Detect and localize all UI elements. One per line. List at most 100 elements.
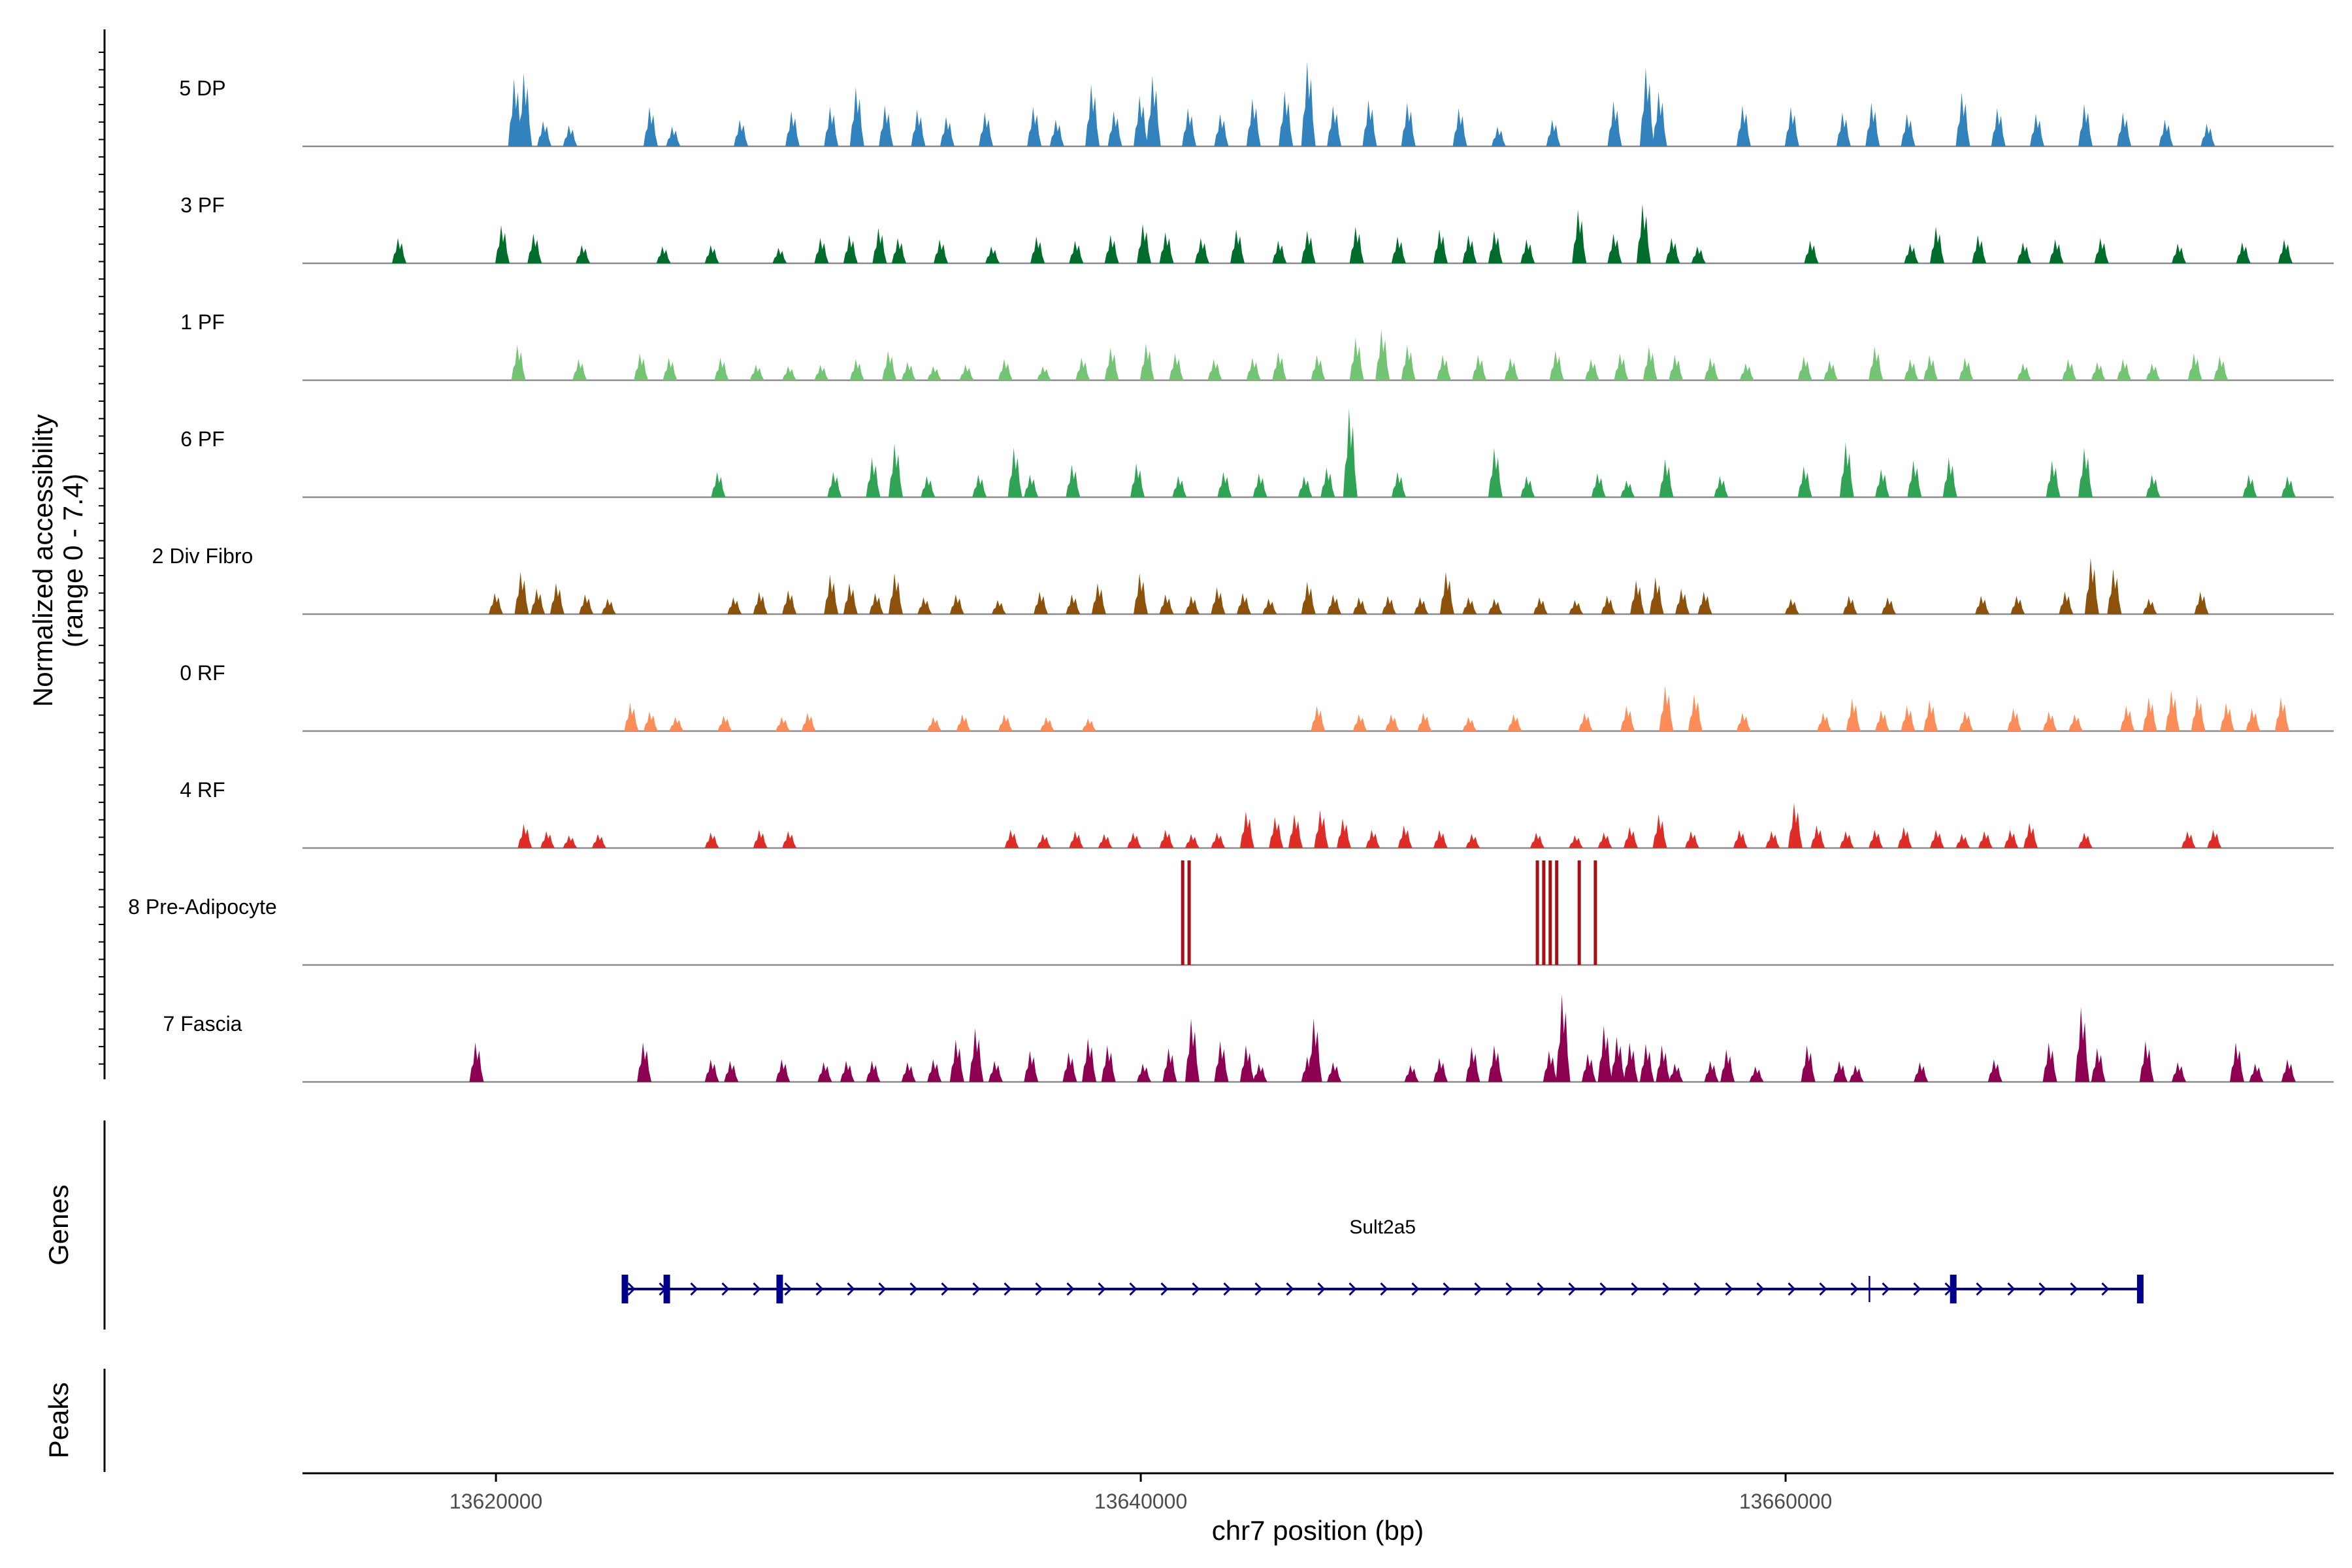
coverage-peak — [2084, 557, 2099, 614]
coverage-peak — [1897, 826, 1912, 848]
coverage-peak — [1030, 236, 1045, 263]
coverage-peak — [489, 593, 504, 614]
coverage-peak — [1804, 240, 1819, 263]
coverage-peak — [1401, 344, 1416, 380]
coverage-peak — [1024, 1051, 1039, 1082]
coverage-peak — [508, 78, 523, 146]
coverage-peak — [1904, 359, 1919, 380]
strand-arrow — [690, 1282, 698, 1296]
coverage-peak — [2078, 448, 2093, 497]
coverage-peak — [2139, 1041, 2154, 1082]
coverage-peak — [1252, 1063, 1267, 1082]
exon — [2136, 1275, 2144, 1303]
coverage-peak — [537, 121, 552, 146]
coverage-peak — [1352, 714, 1367, 731]
coverage-peak — [1214, 114, 1229, 146]
coverage-peak — [624, 702, 639, 731]
coverage-peak — [1414, 597, 1429, 614]
coverage-peak — [840, 1060, 855, 1082]
coverage-peak — [824, 574, 839, 614]
coverage-peak — [949, 594, 964, 614]
coverage-peak — [1004, 829, 1019, 848]
coverage-peak — [2107, 568, 2122, 614]
track-8-pre-adipocyte: 8 Pre-Adipocyte — [128, 860, 2334, 966]
coverage-peak — [1846, 698, 1861, 731]
coverage-peak — [1656, 1045, 1671, 1082]
x-tick-label: 13660000 — [1739, 1490, 1832, 1513]
coverage-peak — [1104, 235, 1119, 263]
coverage-peak — [892, 238, 906, 263]
coverage-peak — [849, 359, 864, 380]
coverage-peak — [1610, 1036, 1625, 1082]
coverage-peak — [1488, 598, 1503, 614]
coverage-peak — [469, 1042, 484, 1082]
coverage-peak — [1624, 826, 1639, 848]
coverage-peak — [1311, 355, 1326, 380]
coverage-peak — [1801, 1045, 1816, 1082]
coverage-peak — [1211, 832, 1226, 848]
exon — [621, 1275, 629, 1303]
strand-arrow — [2070, 1282, 2078, 1296]
coverage-peak — [1865, 103, 1880, 146]
coverage-peak — [1639, 1043, 1654, 1082]
coverage-peak — [1901, 706, 1916, 731]
coverage-peak — [1914, 1062, 1929, 1082]
coverage-peak — [753, 829, 768, 848]
coverage-peak — [956, 714, 971, 731]
coverage-peak — [714, 357, 729, 380]
coverage-peak — [1301, 61, 1316, 146]
coverage-peak — [1327, 105, 1342, 146]
coverage-peak — [717, 715, 732, 731]
coverage-peak — [1452, 108, 1467, 146]
coverage-peak — [1311, 706, 1326, 731]
coverage-peak — [1162, 1048, 1177, 1082]
strand-arrow — [1192, 1282, 1200, 1296]
coverage-peak — [1262, 598, 1277, 614]
coverage-peak — [1385, 714, 1399, 731]
coverage-peak — [1391, 472, 1406, 497]
coverage-peak — [1665, 238, 1680, 263]
coverage-peak — [2091, 361, 2106, 380]
coverage-peak — [1546, 119, 1561, 146]
coverage-peak — [1391, 236, 1406, 263]
coverage-peak — [1923, 355, 1938, 380]
coverage-peak — [1652, 91, 1667, 146]
coverage-peak — [1930, 829, 1944, 848]
coverage-peak — [1930, 226, 1944, 263]
coverage-peak — [1688, 694, 1703, 731]
coverage-peak — [1488, 1045, 1503, 1082]
coverage-peak — [1639, 67, 1654, 146]
coverage-peak — [1784, 598, 1799, 614]
coverage-peak — [2230, 1042, 2244, 1082]
strand-arrow — [1537, 1282, 1545, 1296]
track-label-1-pf: 1 PF — [180, 310, 225, 334]
coverage-peak — [1146, 75, 1161, 146]
coverage-peak — [879, 105, 894, 146]
coverage-peak — [949, 1039, 964, 1082]
coverage-peak — [662, 357, 678, 380]
coverage-peak — [1417, 712, 1432, 731]
coverage-peak — [1239, 811, 1254, 848]
coverage-peak — [1127, 832, 1142, 848]
coverage-peak — [563, 125, 578, 146]
coverage-peak — [1433, 229, 1448, 263]
coverage-peak — [1907, 460, 1922, 497]
coverage-peak — [901, 361, 916, 380]
coverage-peak — [704, 832, 719, 848]
coverage-peak — [849, 87, 864, 146]
coverage-peak — [1607, 233, 1622, 263]
coverage-peak — [1214, 1041, 1229, 1082]
coverage-peak — [921, 476, 936, 497]
x-tick-label: 13640000 — [1094, 1490, 1187, 1513]
coverage-peak — [1246, 98, 1261, 146]
coverage-peak — [2075, 1007, 2090, 1082]
coverage-peak — [511, 344, 526, 380]
coverage-peak — [1823, 360, 1838, 380]
coverage-peak — [549, 583, 564, 614]
coverage-peak — [1569, 600, 1584, 614]
track-label-4-rf: 4 RF — [180, 778, 225, 802]
coverage-peak — [1675, 589, 1690, 614]
strand-arrow — [1474, 1282, 1482, 1296]
track-2-div-fibro: 2 Div Fibro — [152, 544, 2334, 615]
